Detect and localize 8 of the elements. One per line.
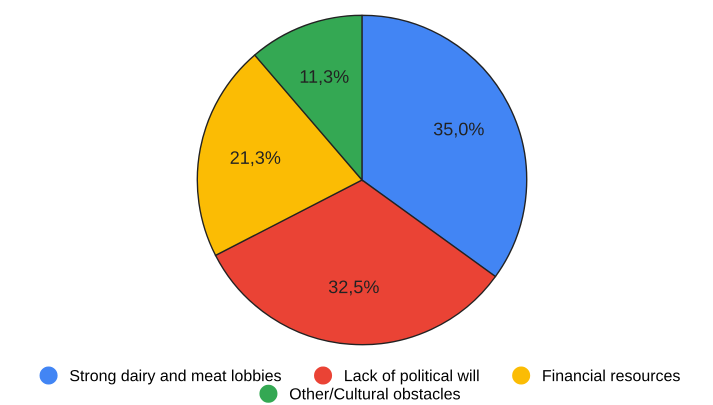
data-label: 21,3% bbox=[230, 151, 280, 166]
legend-label: Financial resources bbox=[543, 370, 680, 382]
data-label: 11,3% bbox=[300, 70, 349, 86]
legend-label: Strong dairy and meat lobbies bbox=[70, 370, 281, 384]
data-label: 35,0% bbox=[434, 122, 484, 138]
legend-label: Other/Cultural obstacles bbox=[290, 388, 460, 400]
data-label: 32,5% bbox=[328, 280, 379, 296]
legend-label: Lack of political will bbox=[345, 370, 479, 384]
